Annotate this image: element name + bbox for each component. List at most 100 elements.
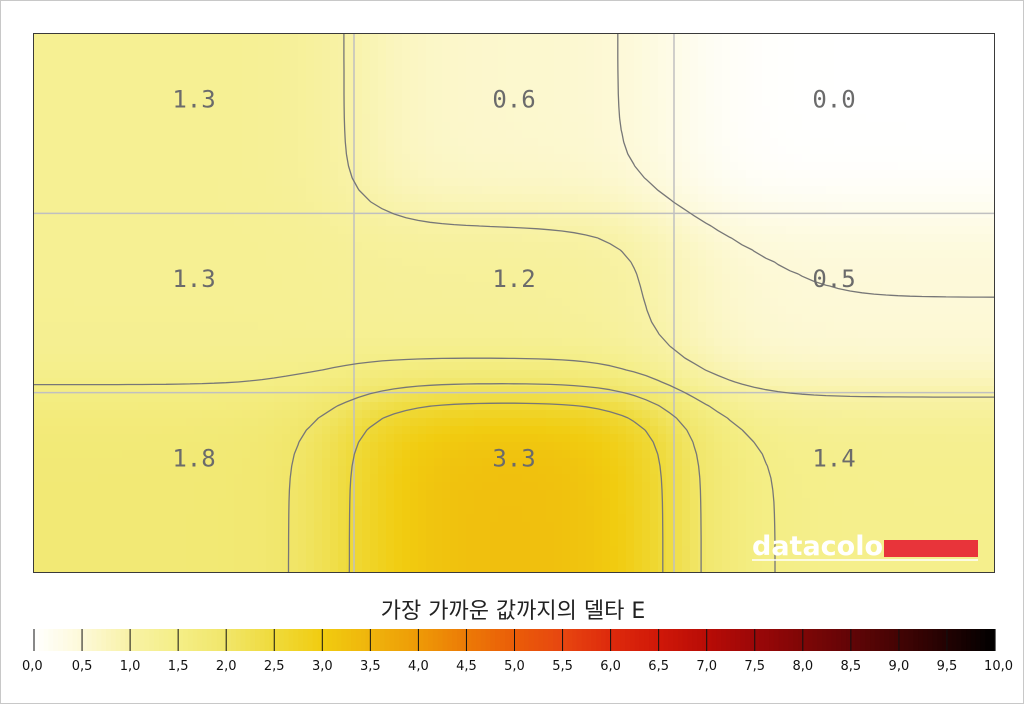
heatmap-pixel xyxy=(770,322,779,331)
heatmap-pixel xyxy=(210,82,219,91)
heatmap-pixel xyxy=(650,234,659,243)
heatmap-pixel xyxy=(594,74,603,83)
heatmap-pixel xyxy=(762,66,771,75)
heatmap-pixel xyxy=(466,58,475,67)
heatmap-pixel xyxy=(570,106,579,115)
heatmap-pixel xyxy=(858,274,867,283)
heatmap-pixel xyxy=(914,170,923,179)
heatmap-pixel xyxy=(490,202,499,211)
heatmap-pixel xyxy=(802,114,811,123)
heatmap-pixel xyxy=(882,338,891,347)
heatmap-pixel xyxy=(106,354,115,363)
heatmap-pixel xyxy=(978,322,987,331)
heatmap-pixel xyxy=(338,226,347,235)
heatmap-pixel xyxy=(242,290,251,299)
heatmap-pixel xyxy=(402,90,411,99)
heatmap-pixel xyxy=(402,66,411,75)
heatmap-pixel xyxy=(378,242,387,251)
heatmap-pixel xyxy=(258,250,267,259)
heatmap-pixel xyxy=(362,178,371,187)
heatmap-pixel xyxy=(666,346,675,355)
heatmap-pixel xyxy=(986,258,994,267)
heatmap-pixel xyxy=(234,122,243,131)
heatmap-pixel xyxy=(722,266,731,275)
heatmap-pixel xyxy=(66,346,75,355)
heatmap-pixel xyxy=(826,106,835,115)
heatmap-pixel xyxy=(690,138,699,147)
heatmap-pixel xyxy=(322,242,331,251)
heatmap-pixel xyxy=(810,346,819,355)
heatmap-pixel xyxy=(418,218,427,227)
heatmap-pixel xyxy=(594,226,603,235)
heatmap-pixel xyxy=(914,66,923,75)
heatmap-pixel xyxy=(938,202,947,211)
heatmap-pixel xyxy=(698,354,707,363)
heatmap-pixel xyxy=(722,314,731,323)
heatmap-pixel xyxy=(946,314,955,323)
heatmap-pixel xyxy=(890,274,899,283)
heatmap-pixel xyxy=(474,330,483,339)
heatmap-pixel xyxy=(602,106,611,115)
heatmap-pixel xyxy=(738,74,747,83)
heatmap-pixel xyxy=(802,258,811,267)
heatmap-pixel xyxy=(122,146,131,155)
heatmap-pixel xyxy=(386,322,395,331)
heatmap-pixel xyxy=(946,162,955,171)
heatmap-pixel xyxy=(658,50,667,59)
heatmap-pixel xyxy=(954,290,963,299)
heatmap-pixel xyxy=(650,50,659,59)
heatmap-pixel xyxy=(826,90,835,99)
heatmap-pixel xyxy=(130,330,139,339)
heatmap-pixel xyxy=(842,130,851,139)
heatmap-pixel xyxy=(682,306,691,315)
heatmap-pixel xyxy=(490,82,499,91)
heatmap-pixel xyxy=(690,106,699,115)
heatmap-pixel xyxy=(346,90,355,99)
heatmap-pixel xyxy=(218,258,227,267)
heatmap-pixel xyxy=(290,306,299,315)
heatmap-pixel xyxy=(610,90,619,99)
heatmap-pixel xyxy=(586,258,595,267)
heatmap-pixel xyxy=(778,346,787,355)
heatmap-pixel xyxy=(722,50,731,59)
heatmap-pixel xyxy=(778,178,787,187)
heatmap-pixel xyxy=(266,114,275,123)
heatmap-pixel xyxy=(234,290,243,299)
heatmap-pixel xyxy=(482,234,491,243)
heatmap-pixel xyxy=(194,362,203,371)
heatmap-pixel xyxy=(826,202,835,211)
heatmap-pixel xyxy=(298,274,307,283)
heatmap-pixel xyxy=(818,122,827,131)
heatmap-pixel xyxy=(250,42,259,51)
heatmap-pixel xyxy=(874,274,883,283)
heatmap-pixel xyxy=(218,226,227,235)
heatmap-pixel xyxy=(154,154,163,163)
heatmap-pixel xyxy=(794,226,803,235)
heatmap-pixel xyxy=(82,218,91,227)
heatmap-pixel xyxy=(42,242,51,251)
heatmap-pixel xyxy=(402,210,411,219)
heatmap-pixel xyxy=(74,98,83,107)
heatmap-pixel xyxy=(914,346,923,355)
heatmap-pixel xyxy=(418,202,427,211)
heatmap-pixel xyxy=(378,234,387,243)
heatmap-pixel xyxy=(866,194,875,203)
heatmap-pixel xyxy=(362,58,371,67)
heatmap-pixel xyxy=(666,330,675,339)
heatmap-pixel xyxy=(514,298,523,307)
heatmap-pixel xyxy=(394,282,403,291)
heatmap-pixel xyxy=(210,306,219,315)
heatmap-pixel xyxy=(810,250,819,259)
heatmap-pixel xyxy=(626,170,635,179)
heatmap-pixel xyxy=(226,282,235,291)
heatmap-pixel xyxy=(290,290,299,299)
heatmap-pixel xyxy=(866,266,875,275)
heatmap-pixel xyxy=(826,266,835,275)
heatmap-pixel xyxy=(386,234,395,243)
heatmap-pixel xyxy=(178,50,187,59)
heatmap-pixel xyxy=(818,186,827,195)
heatmap-pixel xyxy=(650,306,659,315)
heatmap-pixel xyxy=(970,322,979,331)
heatmap-pixel xyxy=(970,298,979,307)
heatmap-pixel xyxy=(322,298,331,307)
